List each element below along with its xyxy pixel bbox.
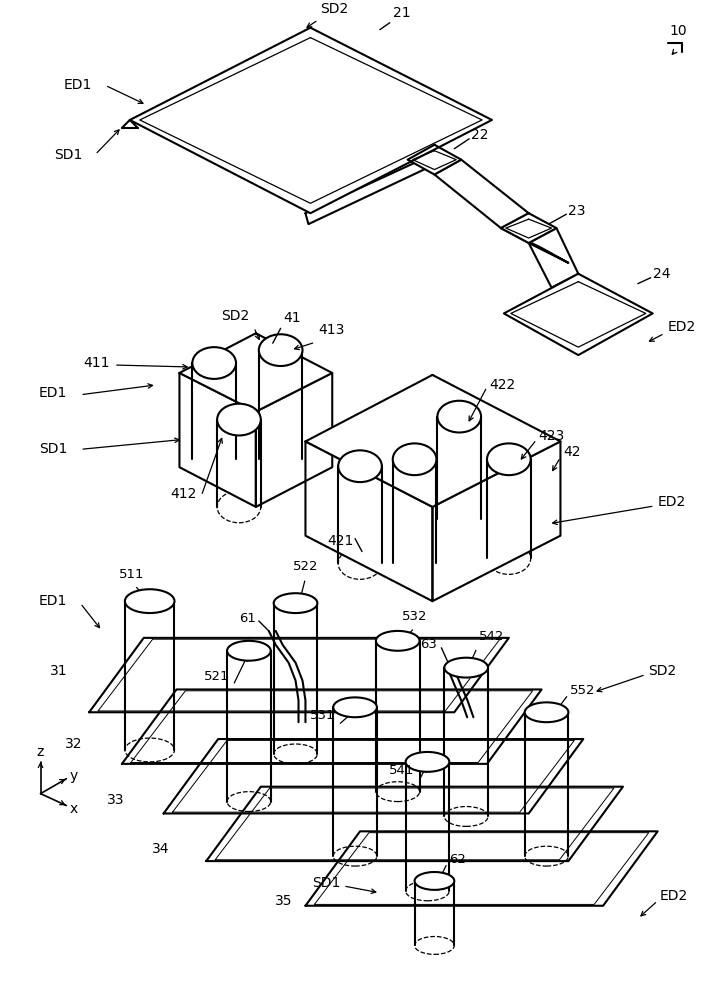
Ellipse shape [227,641,270,661]
Text: z: z [37,745,44,759]
Text: x: x [69,802,77,816]
Ellipse shape [414,872,454,890]
Text: 41: 41 [284,311,301,325]
Text: 24: 24 [653,267,670,281]
Text: 421: 421 [327,534,353,548]
Polygon shape [89,638,509,712]
Text: ED2: ED2 [659,889,688,903]
Ellipse shape [487,443,531,475]
Ellipse shape [338,450,382,482]
Polygon shape [206,787,623,861]
Polygon shape [122,689,542,764]
Text: 10: 10 [670,24,687,38]
Ellipse shape [406,752,449,772]
Text: ED1: ED1 [39,386,68,400]
Polygon shape [256,373,332,507]
Text: 541: 541 [389,764,414,777]
Polygon shape [305,441,433,601]
Text: 21: 21 [393,6,411,20]
Text: 532: 532 [402,610,427,623]
Text: 62: 62 [449,853,466,866]
Text: SD1: SD1 [312,876,340,890]
Text: 411: 411 [84,356,110,370]
Text: 31: 31 [49,664,68,678]
Text: 542: 542 [479,630,505,643]
Ellipse shape [438,401,481,432]
Text: ED2: ED2 [658,495,686,509]
Text: 511: 511 [119,568,145,581]
Text: 34: 34 [152,842,169,856]
Text: ED2: ED2 [667,320,696,334]
Text: SD1: SD1 [39,442,68,456]
Polygon shape [433,441,561,601]
Ellipse shape [217,404,261,435]
Polygon shape [130,28,492,213]
Polygon shape [435,160,529,228]
Text: y: y [69,769,77,783]
Ellipse shape [333,697,377,717]
Text: SD2: SD2 [648,664,676,678]
Ellipse shape [193,347,236,379]
Text: 531: 531 [310,709,335,722]
Text: 33: 33 [108,793,125,807]
Ellipse shape [259,334,302,366]
Ellipse shape [444,658,488,678]
Text: ED1: ED1 [64,78,92,92]
Text: 423: 423 [539,429,565,443]
Polygon shape [180,333,332,412]
Text: 22: 22 [471,128,489,142]
Polygon shape [504,274,653,355]
Text: 521: 521 [204,670,229,683]
Polygon shape [501,228,569,263]
Text: SD2: SD2 [321,2,348,16]
Text: 23: 23 [569,204,586,218]
Text: SD1: SD1 [54,148,82,162]
Text: 552: 552 [571,684,596,697]
Text: 422: 422 [489,378,515,392]
Polygon shape [164,739,583,813]
Text: 61: 61 [239,612,256,625]
Text: ED1: ED1 [39,594,68,608]
Ellipse shape [125,589,174,613]
Ellipse shape [273,593,318,613]
Ellipse shape [393,443,436,475]
Text: 42: 42 [563,445,581,459]
Ellipse shape [376,631,419,651]
Text: 32: 32 [65,737,82,751]
Polygon shape [180,373,256,507]
Polygon shape [529,228,578,288]
Text: 413: 413 [318,323,345,337]
Text: 35: 35 [275,894,292,908]
Polygon shape [305,375,561,507]
Ellipse shape [525,702,569,722]
Text: 522: 522 [293,560,318,573]
Text: 412: 412 [170,487,196,501]
Polygon shape [501,213,556,243]
Polygon shape [305,831,658,906]
Polygon shape [408,145,461,175]
Text: 63: 63 [420,638,438,651]
Text: SD2: SD2 [221,309,249,323]
Polygon shape [305,154,435,224]
